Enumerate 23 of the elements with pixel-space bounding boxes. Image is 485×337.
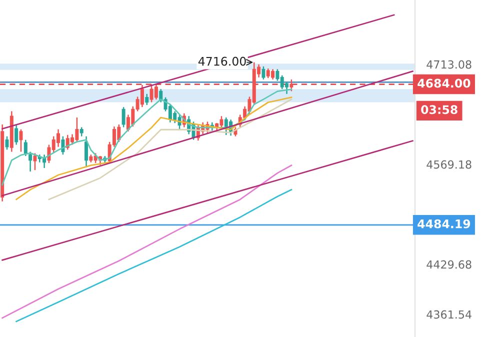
candlestick xyxy=(5,136,9,150)
candlestick xyxy=(262,66,266,80)
candlestick xyxy=(33,152,37,171)
candlestick xyxy=(14,124,18,146)
line-series xyxy=(16,188,292,322)
ref-line-label: 4684.00 xyxy=(418,78,470,88)
y-tick-label: 4361.54 xyxy=(426,310,472,319)
y-tick-label: 4713.08 xyxy=(426,60,472,69)
candlestick xyxy=(28,151,32,172)
candlestick xyxy=(19,128,23,152)
ref-line-label: 4484.19 xyxy=(418,219,470,228)
candlestick xyxy=(140,84,144,108)
candlestick xyxy=(80,126,84,137)
y-tick-label: 4569.18 xyxy=(426,160,472,169)
annotation: 4716.00 xyxy=(198,56,246,66)
y-tick-label: 4429.68 xyxy=(426,260,472,269)
line-series xyxy=(2,164,292,319)
text: 03:58 xyxy=(421,105,458,114)
candlestick xyxy=(84,136,88,168)
candlestick xyxy=(145,93,149,106)
candlestick xyxy=(122,106,126,128)
line-series xyxy=(2,88,292,186)
candlestick xyxy=(24,139,28,157)
